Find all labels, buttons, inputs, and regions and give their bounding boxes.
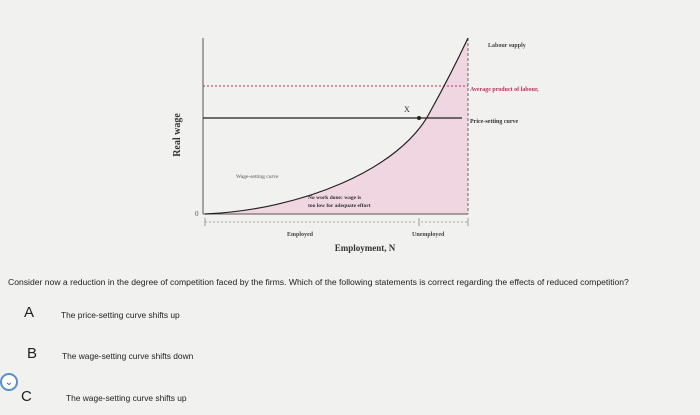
employed-label: Employed xyxy=(287,232,314,238)
option-b-letter: B xyxy=(27,345,38,362)
wage-setting-label: Wage-setting curve xyxy=(236,174,279,180)
option-c-letter: C xyxy=(21,388,32,405)
labour-market-diagram: Real wage 0 Employment, N Labour supply … xyxy=(172,37,539,253)
wage-setting-curve xyxy=(204,37,469,215)
no-work-label-line1: No work done: wage is xyxy=(308,195,361,201)
y-axis-label: Real wage xyxy=(172,113,183,157)
option-c-text[interactable]: The wage-setting curve shifts up xyxy=(66,393,187,403)
labour-supply-label: Labour supply xyxy=(488,43,526,49)
average-product-label: Average product of labour, xyxy=(470,87,539,93)
option-a-letter: A xyxy=(24,304,35,321)
origin-label: 0 xyxy=(195,210,199,218)
unemployed-label: Unemployed xyxy=(412,232,445,238)
shaded-region xyxy=(205,38,468,214)
x-axis-label: Employment, N xyxy=(335,243,396,253)
point-x-label: X xyxy=(404,105,410,114)
no-work-label-line2: too low for adequate effort xyxy=(308,203,371,209)
option-b-text[interactable]: The wage-setting curve shifts down xyxy=(62,351,194,361)
question-text: Consider now a reduction in the degree o… xyxy=(8,277,629,287)
price-setting-label: Price-setting curve xyxy=(470,119,518,125)
chevron-down-icon[interactable]: ⌄ xyxy=(0,373,18,391)
option-a-text[interactable]: The price-setting curve shifts up xyxy=(61,310,180,320)
equilibrium-point xyxy=(417,116,421,120)
